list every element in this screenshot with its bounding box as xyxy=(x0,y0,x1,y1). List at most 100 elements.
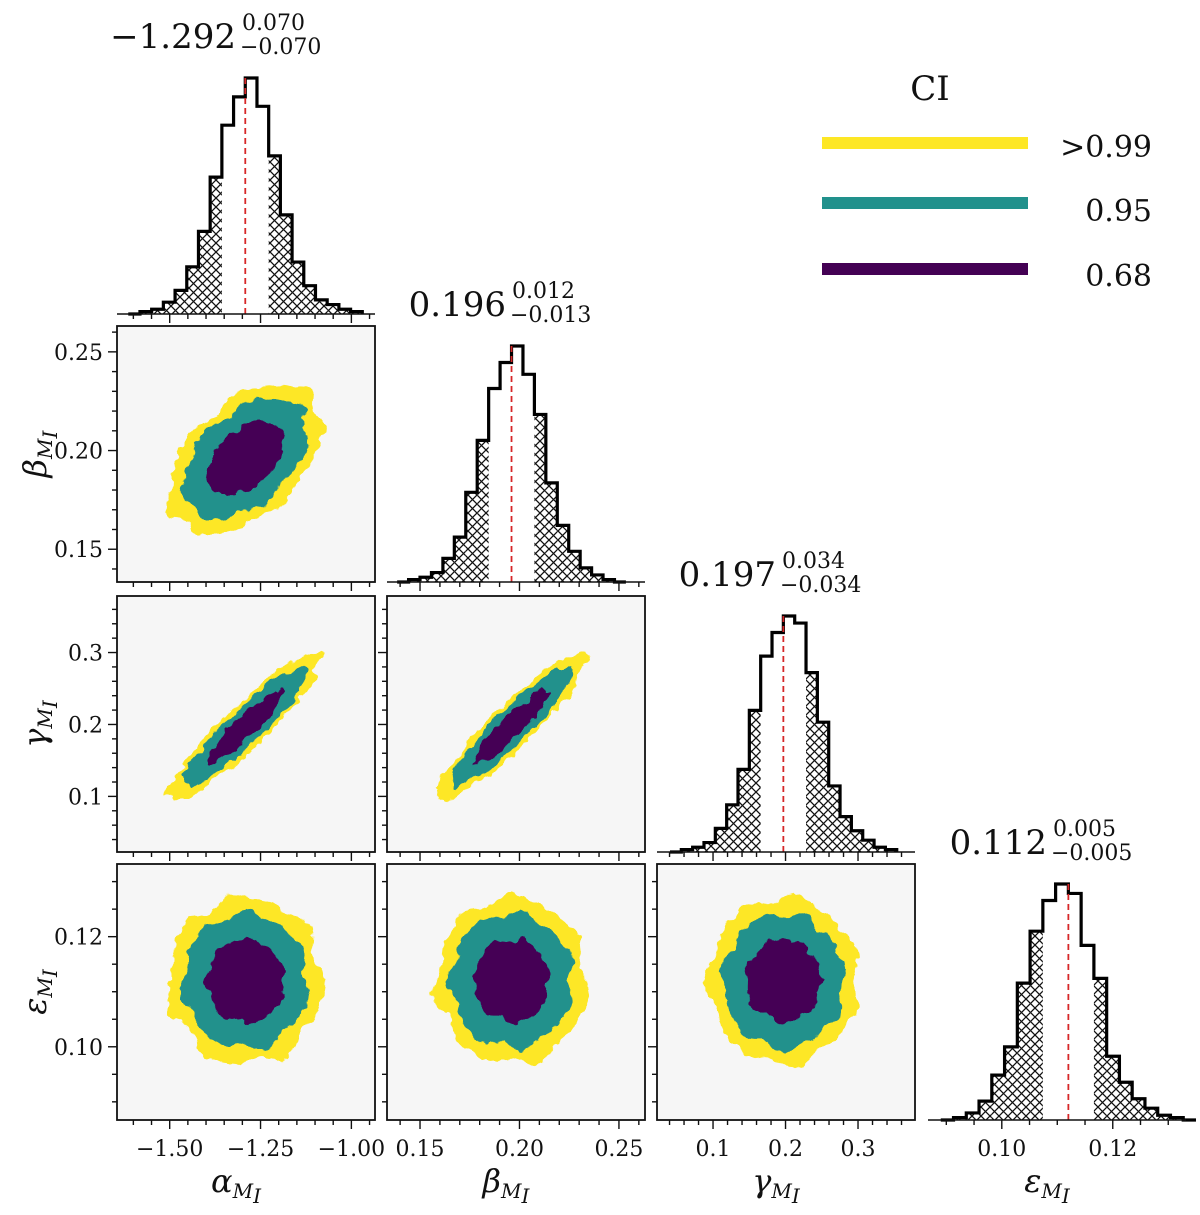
hatched-tail-bin xyxy=(828,785,841,852)
hatched-tail-bin xyxy=(268,155,281,314)
hatched-tail-bin xyxy=(817,722,829,852)
contour-panel-alpha_MI-epsilon_MI: −1.50 −1.25 −1.00 0.10 0.12 αMI εMI xyxy=(16,863,385,1208)
contour-level-068 xyxy=(471,938,551,1025)
legend-swatch-068 xyxy=(822,263,1028,275)
histogram-panel-beta_MI: 0.196 0.012−0.013 xyxy=(387,279,645,591)
y-tick-label: 0.15 xyxy=(54,538,103,563)
hatched-tail-bin xyxy=(198,231,211,314)
histogram-panel-epsilon_MI: 0.10 0.12 0.112 0.005−0.005 εMI xyxy=(928,817,1196,1208)
hatched-tail-bin xyxy=(338,309,351,314)
panel-frame xyxy=(116,325,376,583)
hatched-tail-bin xyxy=(840,816,852,852)
histogram-title-minus: −0.034 xyxy=(780,573,861,598)
histogram-title-plus: 0.070 xyxy=(242,11,305,36)
x-tick-label: 0.20 xyxy=(495,1137,544,1162)
y-axis-label-gamma_MI: γMI xyxy=(16,699,62,748)
x-tick-label: 0.25 xyxy=(594,1137,643,1162)
hatched-tail-bin xyxy=(1093,978,1107,1120)
histogram-title-median: 0.112 xyxy=(950,823,1047,863)
contour-panel-gamma_MI-epsilon_MI: 0.1 0.2 0.3 γMI xyxy=(648,863,916,1208)
contour-group xyxy=(164,651,326,801)
histogram-title-minus: −0.005 xyxy=(1051,841,1132,866)
y-tick-label: 0.12 xyxy=(54,926,103,951)
histogram-title-median: 0.197 xyxy=(679,555,776,595)
contour-panel-beta_MI-epsilon_MI: 0.15 0.20 0.25 βMI xyxy=(378,863,646,1208)
histogram-title-plus: 0.012 xyxy=(512,279,575,304)
contour-group xyxy=(165,384,326,536)
hatched-tail-bin xyxy=(1157,1115,1171,1120)
legend-swatch-095 xyxy=(822,197,1028,209)
hatched-tail-bin xyxy=(210,177,222,314)
histogram-title-plus: 0.005 xyxy=(1053,817,1116,842)
legend-label-099: >0.99 xyxy=(1060,130,1152,165)
hatched-tail-bin xyxy=(477,440,489,582)
hatched-tail-bin xyxy=(726,804,739,852)
hatched-tail-bin xyxy=(874,847,886,852)
legend-label-095: 0.95 xyxy=(1085,194,1152,229)
hatched-tail-bin xyxy=(568,551,581,582)
hatched-tail-bin xyxy=(749,710,761,852)
y-tick-label: 0.20 xyxy=(54,440,103,465)
x-axis-label-gamma_MI: γMI xyxy=(752,1162,801,1208)
hatched-tail-bin xyxy=(1132,1098,1145,1120)
histogram-title-minus: −0.070 xyxy=(240,35,321,60)
hatched-tail-bin xyxy=(163,302,176,314)
hatched-tail-bin xyxy=(715,828,727,852)
y-tick-label: 0.2 xyxy=(68,713,103,738)
hatched-tail-bin xyxy=(175,290,187,314)
histogram-step xyxy=(397,344,626,584)
hatched-tail-bin xyxy=(557,525,569,582)
x-tick-label: −1.00 xyxy=(318,1137,385,1162)
hatched-tail-bin xyxy=(454,537,466,582)
y-axis-label-epsilon_MI: εMI xyxy=(16,968,62,1015)
histogram-title-median: 0.196 xyxy=(409,285,506,325)
x-tick-label: 0.15 xyxy=(396,1137,445,1162)
x-tick-label: 0.10 xyxy=(977,1137,1026,1162)
x-tick-label: 0.12 xyxy=(1088,1137,1137,1162)
contour-group xyxy=(703,892,859,1069)
hatched-tail-bin xyxy=(1106,1056,1120,1120)
x-axis-label-epsilon_MI: εMI xyxy=(1024,1162,1071,1208)
hatched-tail-bin xyxy=(151,309,164,314)
contour-group xyxy=(431,891,590,1066)
x-tick-label: −1.50 xyxy=(136,1137,203,1162)
hatched-tail-bin xyxy=(292,262,304,314)
hatched-tail-bin xyxy=(979,1101,992,1120)
y-tick-label: 0.10 xyxy=(54,1036,103,1061)
legend: CI >0.99 0.95 0.68 xyxy=(822,69,1152,294)
hatched-tail-bin xyxy=(851,830,863,852)
hatched-tail-bin xyxy=(1119,1082,1133,1120)
legend-swatch-099 xyxy=(822,137,1028,149)
hatched-tail-bin xyxy=(1004,1046,1018,1120)
hatched-tail-bin xyxy=(1144,1108,1158,1120)
hatched-tail-bin xyxy=(420,577,432,582)
contour-panel-alpha_MI-gamma_MI: 0.1 0.2 0.3 γMI xyxy=(16,595,376,861)
y-tick-label: 0.25 xyxy=(54,341,103,366)
hatched-tail-bin xyxy=(991,1075,1005,1120)
y-axis-label-beta_MI: βMI xyxy=(16,429,62,478)
x-axis-label-beta_MI: βMI xyxy=(482,1162,531,1208)
y-tick-label: 0.1 xyxy=(68,785,103,810)
hatched-tail-bin xyxy=(431,572,443,582)
x-tick-label: 0.1 xyxy=(696,1137,731,1162)
histogram-title-median: −1.292 xyxy=(110,17,236,57)
histogram-title-plus: 0.034 xyxy=(782,549,845,574)
histogram-panel-alpha_MI: −1.292 0.070−0.070 xyxy=(110,11,375,323)
x-tick-label: −1.25 xyxy=(227,1137,294,1162)
legend-label-068: 0.68 xyxy=(1085,259,1152,294)
hatched-tail-bin xyxy=(465,492,478,582)
hatched-tail-bin xyxy=(442,558,455,582)
hatched-tail-bin xyxy=(545,482,558,582)
hatched-tail-bin xyxy=(327,304,339,314)
hatched-tail-bin xyxy=(806,672,818,852)
contour-panel-alpha_MI-beta_MI: 0.15 0.20 0.25 βMI xyxy=(16,325,376,591)
hatched-tail-bin xyxy=(186,266,199,314)
hatched-tail-bin xyxy=(303,285,316,314)
histogram-panel-gamma_MI: 0.197 0.034−0.034 xyxy=(657,549,915,861)
hatched-tail-bin xyxy=(591,574,604,582)
hatched-tail-bin xyxy=(966,1112,980,1120)
hatched-tail-bin xyxy=(280,214,293,314)
hatched-tail-bin xyxy=(738,769,750,852)
hatched-tail-bin xyxy=(1017,983,1031,1120)
